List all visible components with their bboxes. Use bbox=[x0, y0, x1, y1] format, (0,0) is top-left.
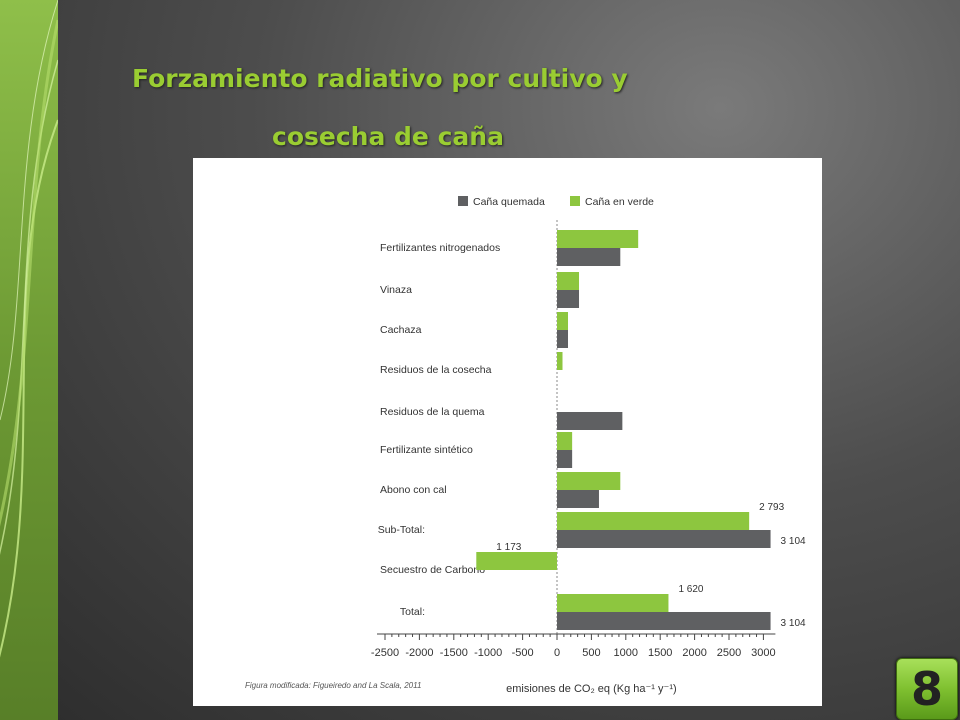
x-tick-label: 500 bbox=[582, 647, 600, 659]
horizontal-bar-chart: Caña quemada Caña en verde Fertilizantes n… bbox=[245, 196, 806, 695]
category-label: Secuestro de Carbono bbox=[380, 564, 485, 576]
bar-grey bbox=[557, 612, 771, 630]
x-tick-label: 0 bbox=[554, 647, 560, 659]
bar-grey bbox=[557, 490, 599, 508]
x-tick-label: 2500 bbox=[717, 647, 741, 659]
bar-green bbox=[476, 552, 557, 570]
category-label: Fertilizantes nitrogenados bbox=[380, 242, 500, 254]
bar-grey bbox=[557, 450, 573, 468]
category-label: Cachaza bbox=[380, 324, 422, 336]
bar-grey bbox=[557, 330, 569, 348]
slide-number-badge: 8 bbox=[896, 658, 958, 720]
bar-green bbox=[557, 312, 569, 330]
bar-grey bbox=[557, 412, 623, 430]
legend-swatch bbox=[570, 196, 580, 206]
x-tick-label: 1500 bbox=[648, 647, 672, 659]
legend-swatch bbox=[458, 196, 468, 206]
category-label: Sub-Total: bbox=[378, 524, 425, 536]
bar-green bbox=[557, 432, 573, 450]
category-label: Total: bbox=[400, 606, 425, 618]
decorative-swirl bbox=[0, 0, 58, 658]
legend-label: Caña quemada bbox=[473, 196, 545, 208]
value-label: 1 173 bbox=[496, 542, 521, 553]
bar-green bbox=[557, 272, 580, 290]
bar-green bbox=[557, 594, 669, 612]
category-label: Abono con cal bbox=[380, 484, 447, 496]
bar-grey bbox=[557, 290, 580, 308]
x-tick-label: 1000 bbox=[614, 647, 638, 659]
x-tick-label: -2000 bbox=[405, 647, 433, 659]
x-tick-label: 2000 bbox=[682, 647, 706, 659]
bar-grey bbox=[557, 248, 621, 266]
bar-grey bbox=[557, 530, 771, 548]
x-tick-label: -1500 bbox=[440, 647, 468, 659]
category-label: Residuos de la quema bbox=[380, 406, 485, 418]
value-label: 3 104 bbox=[781, 536, 806, 547]
slide-title-line-1: Forzamiento radiativo por cultivo y bbox=[132, 64, 628, 93]
bar-green bbox=[557, 472, 621, 490]
bar-green bbox=[557, 230, 639, 248]
bar-green bbox=[557, 512, 750, 530]
value-label: 1 620 bbox=[678, 584, 703, 595]
value-label: 3 104 bbox=[781, 618, 806, 629]
x-tick-label: -500 bbox=[512, 647, 534, 659]
legend-label: Caña en verde bbox=[585, 196, 654, 208]
x-tick-label: 3000 bbox=[751, 647, 775, 659]
x-axis-title: emisiones de CO₂ eq (Kg ha⁻¹ y⁻¹) bbox=[506, 683, 677, 695]
category-label: Residuos de la cosecha bbox=[380, 364, 492, 376]
source-note: Figura modificada: Figueiredo and La Sca… bbox=[245, 681, 421, 690]
bar-green bbox=[557, 352, 563, 370]
category-label: Fertilizante sintético bbox=[380, 444, 473, 456]
x-tick-label: -2500 bbox=[371, 647, 399, 659]
slide-title: Forzamiento radiativo por cultivo y cose… bbox=[60, 50, 740, 166]
chart-panel: Caña quemada Caña en verde Fertilizantes n… bbox=[193, 158, 822, 706]
slide-title-line-2: cosecha de caña bbox=[272, 122, 504, 151]
left-decorative-band bbox=[0, 0, 58, 720]
category-label: Vinaza bbox=[380, 284, 412, 296]
x-tick-label: -1000 bbox=[474, 647, 502, 659]
value-label: 2 793 bbox=[759, 502, 784, 513]
